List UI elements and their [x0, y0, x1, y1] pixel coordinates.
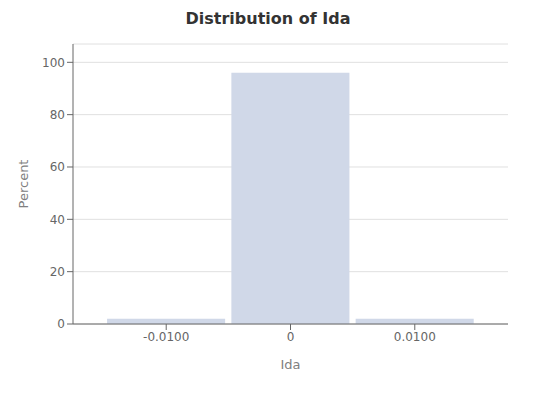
svg-text:Percent: Percent — [16, 160, 31, 209]
svg-text:0: 0 — [287, 330, 295, 344]
svg-text:40: 40 — [50, 213, 65, 227]
svg-text:0.0100: 0.0100 — [394, 330, 436, 344]
svg-text:60: 60 — [50, 160, 65, 174]
svg-text:80: 80 — [50, 108, 65, 122]
svg-text:Ida: Ida — [280, 357, 300, 372]
svg-text:100: 100 — [42, 56, 65, 70]
svg-text:20: 20 — [50, 265, 65, 279]
html-text:Distribution of Ida: Distribution of Ida — [185, 9, 351, 28]
svg-text:0: 0 — [57, 317, 65, 331]
svg-text:-0.0100: -0.0100 — [143, 330, 189, 344]
